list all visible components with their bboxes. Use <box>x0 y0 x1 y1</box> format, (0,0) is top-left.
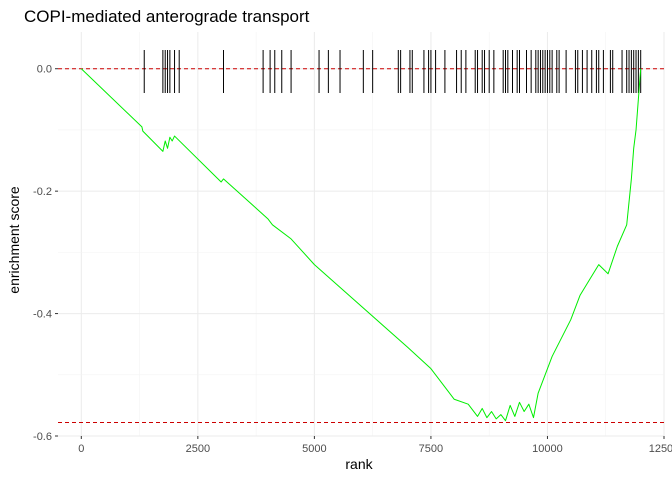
reference-lines <box>58 68 664 424</box>
series-line <box>80 68 642 422</box>
hit-ticks <box>143 50 642 93</box>
grid-lines <box>58 32 665 437</box>
x-tick-label: 10000 <box>532 443 563 455</box>
x-tick-label: 0 <box>78 443 84 455</box>
chart-title: COPI-mediated anterograde transport <box>24 7 310 26</box>
x-tick-label: 7500 <box>419 443 443 455</box>
y-axis-title: enrichment score <box>6 186 22 294</box>
y-tick-label: -0.6 <box>33 431 52 443</box>
x-tick-label: 5000 <box>302 443 326 455</box>
x-axis-title: rank <box>345 456 373 472</box>
x-tick-label: 2500 <box>186 443 210 455</box>
y-tick-label: -0.2 <box>33 186 52 198</box>
y-tick-label: -0.4 <box>33 309 52 321</box>
y-tick-label: 0.0 <box>37 64 52 76</box>
series-group <box>80 68 642 422</box>
y-axis-ticks: 0.0 -0.2 -0.4 -0.6 <box>33 64 58 443</box>
